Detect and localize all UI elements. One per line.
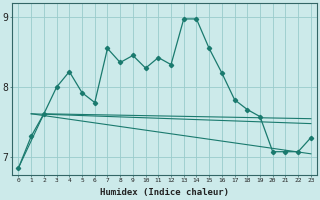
X-axis label: Humidex (Indice chaleur): Humidex (Indice chaleur) [100, 188, 229, 197]
